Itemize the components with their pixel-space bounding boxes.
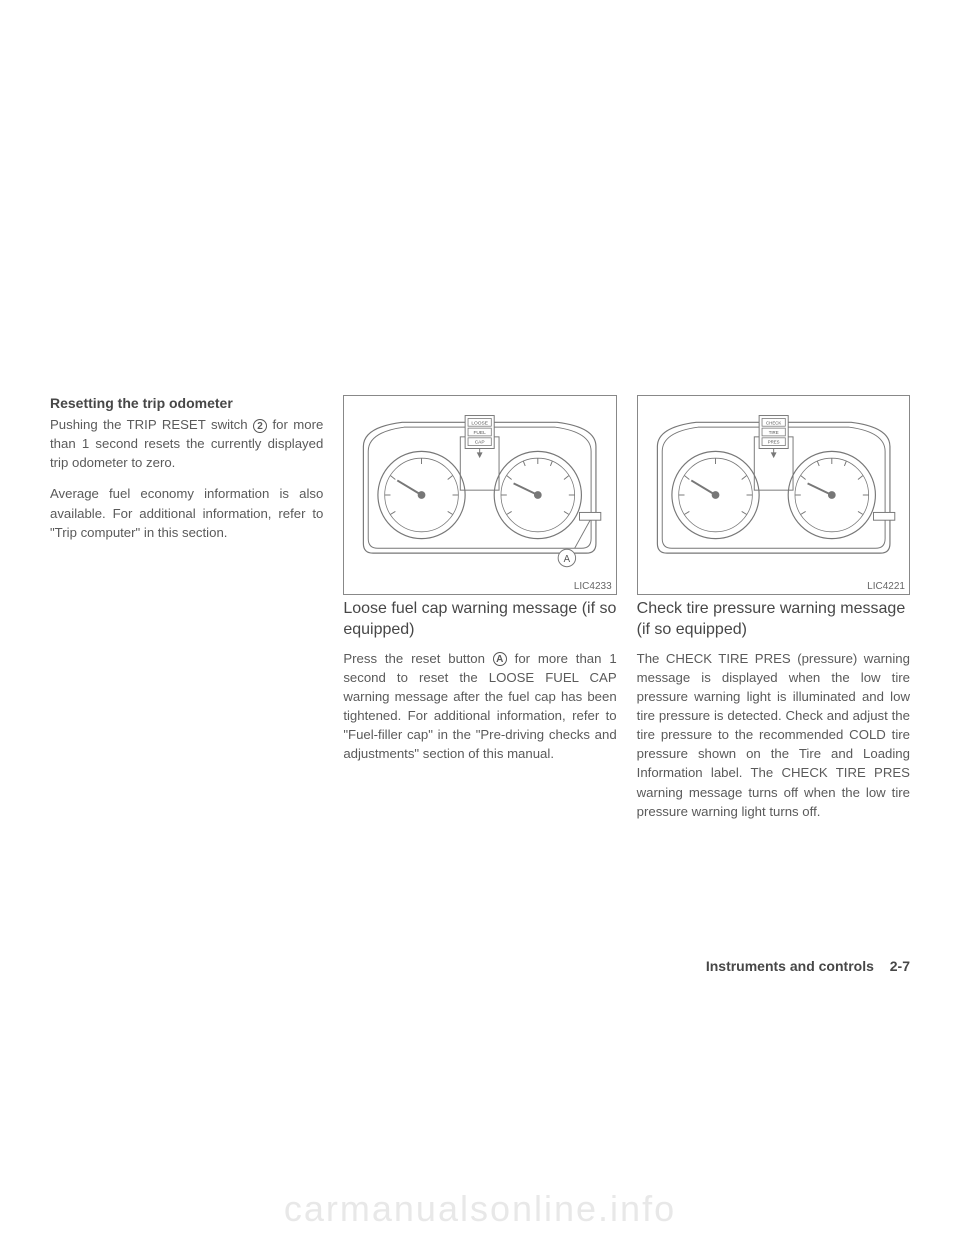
footer-section-title: Instruments and controls [706,958,874,974]
gauge-cluster-svg: LOOSE FUEL CAP A [344,396,615,594]
page-footer: Instruments and controls 2-7 [706,958,910,974]
gauge-cluster-svg: CHECK TIRE PRES [638,396,909,594]
display-line: LOOSE [472,420,489,426]
figure-loose-fuel-cap: LOOSE FUEL CAP A LIC4233 [343,395,616,595]
check-tire-subheading: Check tire pressure warning message (if … [637,599,910,641]
text-fragment: Press the reset button [343,651,492,666]
loose-fuel-cap-p1: Press the reset button A for more than 1… [343,649,616,764]
text-fragment: for more than 1 second to reset the LOOS… [343,651,616,762]
column-3: CHECK TIRE PRES LIC4221 Check tire press… [637,395,910,833]
text-fragment: Pushing the TRIP RESET switch [50,417,253,432]
column-2: LOOSE FUEL CAP A LIC4233 Loose fuel cap … [343,395,616,833]
loose-fuel-cap-subheading: Loose fuel cap warning message (if so eq… [343,599,616,641]
column-1: Resetting the trip odometer Pushing the … [50,395,323,833]
display-line: CHECK [766,420,781,425]
figure-check-tire-pres: CHECK TIRE PRES LIC4221 [637,395,910,595]
footer-page-number: 2-7 [890,958,910,974]
circled-number-2: 2 [253,419,267,433]
figure-label: LIC4221 [867,581,905,592]
reset-odometer-p1: Pushing the TRIP RESET switch 2 for more… [50,415,323,472]
reset-odometer-p2: Average fuel economy information is also… [50,484,323,541]
circled-letter-a: A [493,652,507,666]
page-content: Resetting the trip odometer Pushing the … [50,395,910,833]
watermark: carmanualsonline.info [0,1188,960,1230]
display-line: FUEL [474,430,487,436]
figure-label: LIC4233 [574,581,612,592]
display-line: PRES [767,440,779,445]
display-line: TIRE [768,430,778,435]
display-line: CAP [475,440,485,446]
check-tire-p1: The CHECK TIRE PRES (pressure) warning m… [637,649,910,821]
callout-letter: A [564,554,571,565]
reset-odometer-heading: Resetting the trip odometer [50,395,323,411]
